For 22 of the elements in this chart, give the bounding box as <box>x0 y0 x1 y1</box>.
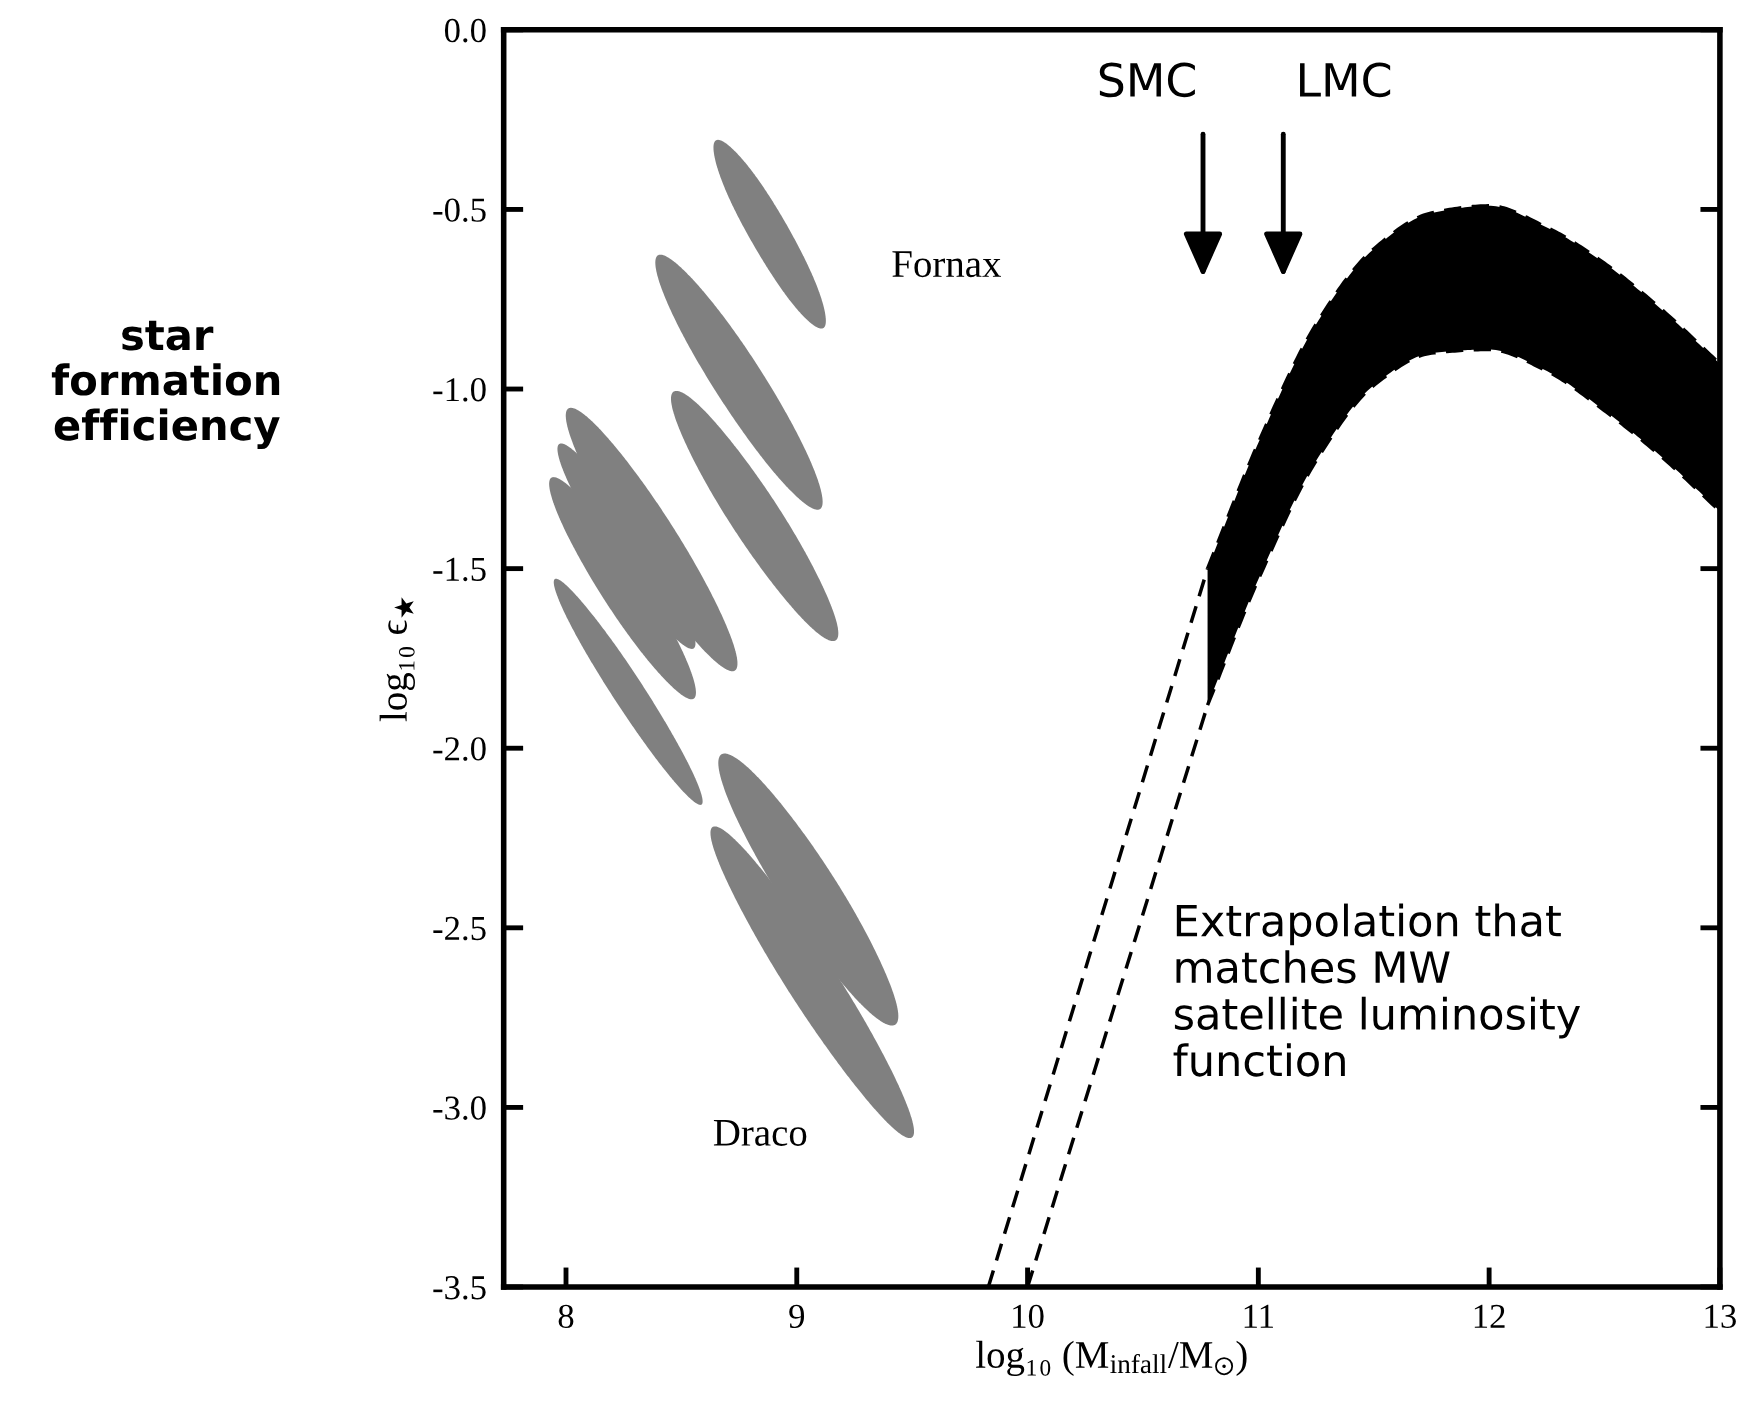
annotation: LMC <box>1300 62 1391 98</box>
y-tick-label: -2.5 <box>433 916 486 941</box>
y-tick-label: -3.0 <box>433 1096 486 1120</box>
y-tick-label: -2.0 <box>433 737 486 761</box>
annotation: SMC <box>1099 62 1195 98</box>
y-tick-label: -3.5 <box>433 1276 486 1300</box>
y-tick-label: 0.0 <box>444 18 486 43</box>
x-axis-title: log₁₀ (M$_{infall}$/M$_{⊙}$) <box>976 1340 1247 1377</box>
x-tick-label: 8 <box>558 1304 574 1329</box>
x-tick-label: 12 <box>1474 1304 1505 1328</box>
annotation: Extrapolation that matches MW satellite luminosity function <box>1173 903 1580 1077</box>
y-axis-title: log₁₀ ϵ$_{★}$ <box>379 597 415 722</box>
annotation: Fornax <box>892 251 1001 278</box>
x-tick-label: 13 <box>1705 1304 1736 1329</box>
text: star formation efficiency <box>51 320 280 450</box>
y-tick-label: -0.5 <box>433 198 486 222</box>
annotation: Draco <box>713 1120 807 1146</box>
y-tick-label: -1.0 <box>433 377 486 402</box>
x-tick-label: 10 <box>1013 1304 1044 1329</box>
y-tick-label: -1.5 <box>433 557 486 582</box>
x-tick-label: 9 <box>789 1304 805 1329</box>
x-tick-label: 11 <box>1244 1304 1273 1328</box>
